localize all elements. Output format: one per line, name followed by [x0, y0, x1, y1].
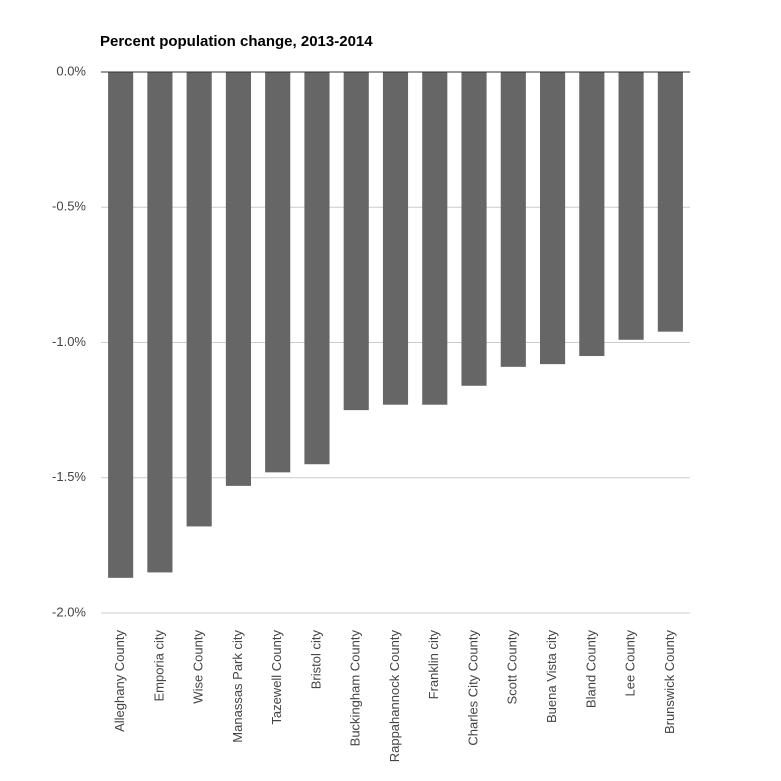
bar	[657, 72, 683, 332]
x-tick-label: Franklin city	[426, 630, 441, 700]
bar	[186, 72, 212, 527]
bar	[343, 72, 369, 411]
bar	[382, 72, 409, 405]
x-tick-label: Bland County	[583, 630, 598, 709]
bar	[304, 72, 330, 465]
bar	[500, 72, 526, 367]
x-tick-label: Buena Vista city	[544, 630, 559, 723]
y-tick-label: -1.5%	[52, 469, 86, 484]
bar	[422, 72, 448, 405]
bar	[147, 72, 173, 573]
x-tick-label: Buckingham County	[348, 630, 363, 747]
x-tick-label: Rappahannock County	[387, 630, 402, 763]
y-tick-label: -0.5%	[52, 199, 86, 214]
y-tick-label: 0.0%	[56, 63, 86, 78]
bar	[618, 72, 644, 340]
x-tick-label: Brunswick County	[662, 630, 677, 735]
y-tick-label: -1.0%	[52, 334, 86, 349]
x-tick-label: Scott County	[505, 630, 520, 705]
x-tick-label: Emporia city	[151, 630, 166, 702]
x-tick-label: Bristol city	[308, 630, 323, 690]
bar	[108, 72, 134, 578]
bar	[265, 72, 291, 473]
x-tick-label: Tazewell County	[269, 630, 284, 725]
x-tick-label: Manassas Park city	[230, 630, 245, 743]
y-tick-label: -2.0%	[52, 604, 86, 619]
x-tick-label: Wise County	[191, 630, 206, 704]
bar	[579, 72, 605, 357]
bar	[540, 72, 566, 365]
x-tick-label: Alleghany County	[112, 630, 127, 732]
bar	[225, 72, 251, 486]
x-tick-label: Lee County	[623, 630, 638, 697]
x-tick-label: Charles City County	[465, 630, 480, 746]
chart-title: Percent population change, 2013-2014	[100, 33, 373, 50]
bar	[461, 72, 487, 386]
